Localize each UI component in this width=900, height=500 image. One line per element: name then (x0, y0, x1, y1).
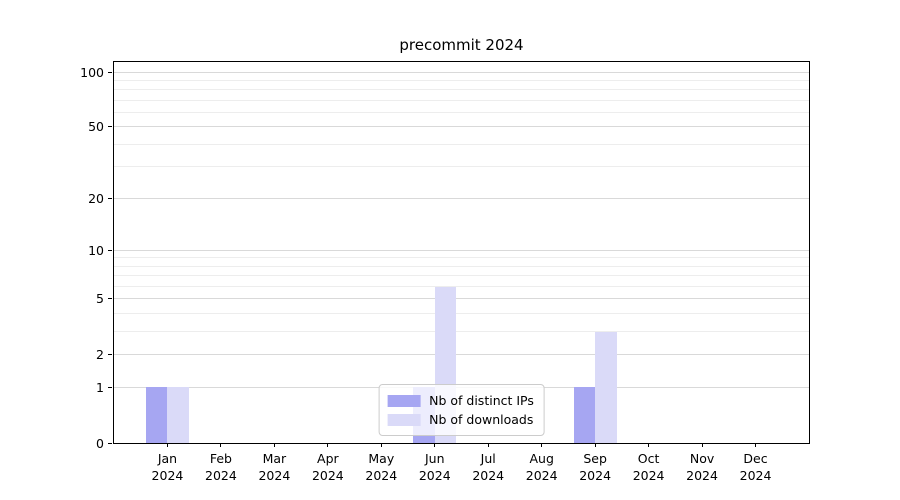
x-tick-mark (594, 443, 596, 447)
x-tick-label: Sep 2024 (579, 451, 612, 483)
legend-swatch-downloads (387, 413, 421, 426)
y-tick-label: 1 (96, 379, 104, 395)
gridline-minor (114, 89, 809, 91)
x-tick-mark (487, 443, 489, 447)
y-tick-mark (108, 197, 112, 199)
gridline-minor (114, 275, 809, 277)
legend-swatch-distinct-ips (387, 394, 421, 407)
x-tick-mark (327, 443, 329, 447)
legend: Nb of distinct IPs Nb of downloads (378, 384, 545, 436)
gridline-minor (114, 257, 809, 259)
y-tick-label: 20 (88, 190, 104, 206)
gridline-minor (114, 99, 809, 101)
x-tick-mark (648, 443, 650, 447)
legend-label-distinct-ips: Nb of distinct IPs (429, 393, 534, 408)
x-tick-mark (220, 443, 222, 447)
bar-distinct-ips-jan (146, 387, 168, 443)
chart-title: precommit 2024 (399, 36, 524, 54)
y-tick-label: 50 (88, 119, 104, 135)
x-tick-label: Jul 2024 (472, 451, 505, 483)
gridline-minor (114, 286, 809, 288)
gridline-minor (114, 112, 809, 114)
x-tick-mark (380, 443, 382, 447)
x-tick-label: Dec 2024 (739, 451, 772, 483)
gridline-major (114, 298, 809, 300)
x-tick-mark (166, 443, 168, 447)
y-tick-mark (108, 249, 112, 251)
y-tick-label: 0 (96, 435, 104, 451)
x-tick-mark (755, 443, 757, 447)
gridline-minor (114, 265, 809, 267)
gridline-minor (114, 166, 809, 168)
x-tick-label: Aug 2024 (525, 451, 558, 483)
x-tick-label: Jun 2024 (418, 451, 451, 483)
x-tick-mark (541, 443, 543, 447)
y-tick-label: 2 (96, 347, 104, 363)
gridline-major (114, 249, 809, 251)
bar-distinct-ips-sep (573, 387, 596, 443)
y-tick-mark (108, 386, 112, 388)
x-tick-label: Jan 2024 (151, 451, 184, 483)
y-tick-mark (108, 354, 112, 356)
gridline-minor (114, 313, 809, 315)
y-tick-mark (108, 442, 112, 444)
x-tick-mark (273, 443, 275, 447)
y-tick-mark (108, 71, 112, 73)
x-tick-label: Oct 2024 (632, 451, 665, 483)
y-tick-mark (108, 126, 112, 128)
y-tick-label: 10 (88, 242, 104, 258)
x-tick-label: Mar 2024 (258, 451, 291, 483)
y-tick-mark (108, 298, 112, 300)
x-tick-label: May 2024 (365, 451, 398, 483)
x-tick-mark (434, 443, 436, 447)
bar-downloads-jan (167, 387, 189, 443)
gridline-minor (114, 79, 809, 81)
x-tick-mark (701, 443, 703, 447)
y-tick-label: 100 (80, 64, 104, 80)
gridline-major (114, 197, 809, 199)
legend-item-distinct-ips: Nb of distinct IPs (387, 391, 534, 410)
plot-area: 0 1 2 5 10 20 50 100 Jan 2024 Feb 2024 Mar 2024 Apr… (80, 61, 810, 483)
x-tick-label: Nov 2024 (686, 451, 718, 483)
gridline-minor (114, 143, 809, 145)
gridline-minor (114, 331, 809, 333)
legend-item-downloads: Nb of downloads (387, 410, 534, 429)
x-tick-label: Feb 2024 (205, 451, 237, 483)
y-tick-label: 5 (96, 291, 104, 307)
gridline-major (114, 354, 809, 356)
x-tick-label: Apr 2024 (311, 451, 344, 483)
gridline-major (114, 126, 809, 128)
bar-downloads-sep (595, 331, 617, 443)
legend-label-downloads: Nb of downloads (429, 412, 534, 427)
gridline-major (114, 71, 809, 73)
